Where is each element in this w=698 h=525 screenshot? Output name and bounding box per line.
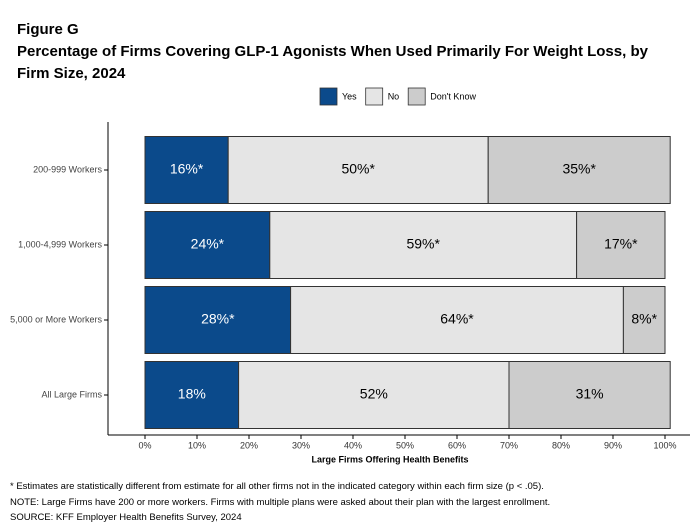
footnote: NOTE: Large Firms have 200 or more worke… [10,497,551,508]
legend-swatch [319,87,338,106]
y-tick-label: 1,000-4,999 Workers [18,239,102,249]
y-tick-label: 200-999 Workers [33,164,102,174]
footnote: * Estimates are statistically different … [10,481,544,492]
value-label: 24%* [191,236,225,252]
value-label: 8%* [631,311,657,327]
legend-label: No [388,91,400,101]
value-label: 64%* [440,311,474,327]
x-tick-label: 70% [500,440,518,450]
value-label: 52% [360,386,388,402]
x-axis-title: Large Firms Offering Health Benefits [311,454,468,464]
bar-segment [144,136,229,204]
legend-swatch [407,87,426,106]
legend-label: Don't Know [430,91,476,101]
value-label: 28%* [201,311,235,327]
x-tick-label: 20% [240,440,258,450]
value-label: 18% [178,386,206,402]
bar-segment [269,211,578,279]
value-label: 17%* [604,236,638,252]
bar-segment [622,286,666,354]
value-label: 31% [576,386,604,402]
x-tick-label: 50% [396,440,414,450]
x-tick-label: 10% [188,440,206,450]
figure-label: Figure G [17,21,79,38]
x-tick-label: 30% [292,440,310,450]
bar-segment [144,361,240,429]
footnote: SOURCE: KFF Employer Health Benefits Sur… [10,512,242,523]
bar-segment [508,361,671,429]
bar-segment [238,361,510,429]
y-tick-label: 5,000 or More Workers [10,314,102,324]
bar-segment [290,286,624,354]
value-label: 35%* [562,161,596,177]
legend-label: Yes [342,91,357,101]
value-label: 50%* [341,161,375,177]
x-tick-label: 0% [138,440,151,450]
x-tick-label: 40% [344,440,362,450]
chart: Large Firms Offering Health Benefits 0% 1… [10,87,690,464]
x-tick-label: 80% [552,440,570,450]
y-tick-label: All Large Firms [41,389,102,399]
x-tick-label: 100% [653,440,676,450]
bar-segment [227,136,489,204]
x-tick-label: 90% [604,440,622,450]
x-tick-label: 60% [448,440,466,450]
legend-swatch [365,87,384,106]
value-label: 16%* [170,161,204,177]
bar-segment [487,136,671,204]
value-label: 59%* [406,236,440,252]
bar-segment [576,211,666,279]
chart-title: Percentage of Firms Covering GLP-1 Agoni… [17,43,648,82]
